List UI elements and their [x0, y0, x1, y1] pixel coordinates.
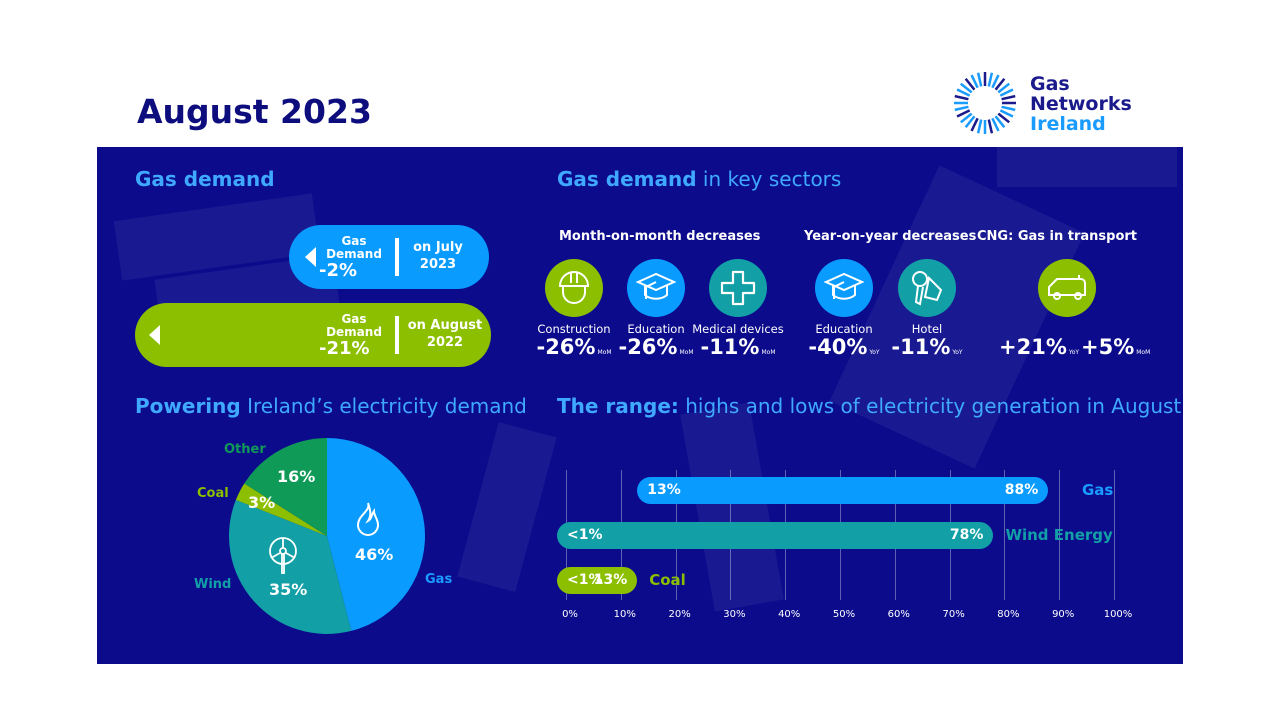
- pill-compare: on August: [407, 318, 483, 333]
- sector-cng: [1019, 259, 1115, 317]
- sectors-heading: Gas demand in key sectors: [557, 167, 842, 191]
- medical-cross-icon: [709, 259, 767, 317]
- sector-unit: MoM: [597, 349, 612, 356]
- pill-label: Gas: [341, 312, 367, 326]
- sector-unit: YoY: [952, 349, 963, 356]
- logo-text-3: Ireland: [1030, 113, 1106, 135]
- bar-series-label: Wind Energy: [1005, 526, 1113, 544]
- pie-title: Powering Ireland’s electricity demand: [135, 394, 527, 418]
- pill-compare: 2022: [426, 335, 464, 350]
- flame-icon: [356, 502, 380, 536]
- mom-group-heading: Month-on-month decreases: [559, 229, 761, 244]
- pill-compare: 2023: [419, 257, 457, 272]
- sector-medical-devices: Medical devices -11% MoM: [690, 259, 786, 364]
- gas-networks-ireland-logo: Gas Networks Ireland: [952, 70, 1142, 136]
- sector-value: -40%: [808, 335, 868, 359]
- bar-low-label: 13%: [647, 482, 681, 498]
- x-tick-label: 100%: [1103, 609, 1133, 620]
- gridline: [1004, 470, 1006, 600]
- sector-value: -11%: [891, 335, 951, 359]
- hard-hat-icon: [545, 259, 603, 317]
- pill-label: Demand: [326, 247, 382, 261]
- august-comparison-pill: Gas Demand -21% on August 2022: [135, 303, 491, 367]
- x-tick-label: 70%: [942, 609, 965, 620]
- infographic-panel: Gas demand Gas Demand -2% on July 2023 G…: [97, 147, 1183, 664]
- sector-label: Construction: [537, 322, 611, 336]
- x-tick-label: 40%: [778, 609, 801, 620]
- pie-pct-other: 16%: [277, 467, 316, 486]
- pill-value: -2%: [319, 260, 358, 281]
- x-tick-label: 60%: [887, 609, 910, 620]
- pie-label-coal: Coal: [197, 486, 229, 501]
- bar-high-label: 13%: [593, 572, 628, 588]
- pill-label: Gas: [341, 234, 367, 248]
- range-bar-gas: 13% 88%: [637, 477, 1049, 504]
- sector-label: Medical devices: [692, 322, 784, 336]
- pill-label: Demand: [326, 325, 382, 339]
- pie-slice-other: [244, 438, 327, 536]
- sector-construction: Construction -26% MoM: [526, 259, 622, 364]
- gridline: [1114, 470, 1115, 600]
- pie-label-gas: Gas: [425, 572, 453, 587]
- sector-value: -11%: [700, 335, 760, 359]
- range-chart-title: The range: highs and lows of electricity…: [557, 394, 1182, 418]
- bar-series-label: Coal: [649, 571, 686, 589]
- pie-label-other: Other: [224, 442, 266, 457]
- arrow-left-icon: [149, 325, 160, 345]
- arrow-left-icon: [305, 247, 316, 267]
- bar-low-label: <1%: [567, 527, 603, 543]
- yoy-group-heading: Year-on-year decreases: [804, 229, 977, 244]
- july-comparison-pill: Gas Demand -2% on July 2023: [289, 225, 489, 289]
- pie-pct-gas: 46%: [355, 545, 394, 564]
- x-tick-label: 30%: [723, 609, 746, 620]
- sector-unit: YoY: [869, 349, 880, 356]
- cng-group-heading: CNG: Gas in transport: [977, 229, 1138, 244]
- range-bar-coal: <1% 13%: [557, 567, 638, 594]
- x-tick-label: 50%: [832, 609, 856, 620]
- page-title: August 2023: [137, 92, 372, 131]
- x-tick-label: 0%: [562, 609, 578, 620]
- sector-label: Hotel: [911, 322, 943, 336]
- sector-label: Education: [627, 322, 685, 336]
- pie-label-wind: Wind: [194, 577, 232, 592]
- sector-education-mom: Education -26% MoM: [608, 259, 704, 364]
- sector-unit: MoM: [679, 349, 694, 356]
- bar-series-label: Gas: [1082, 481, 1114, 499]
- graduation-cap-icon: [627, 259, 685, 317]
- gas-demand-heading: Gas demand: [135, 167, 275, 191]
- van-icon: [1038, 259, 1096, 317]
- cng-mom-value: +5% MoM: [1081, 335, 1151, 359]
- sector-label: Education: [815, 322, 873, 336]
- x-tick-label: 20%: [668, 609, 691, 620]
- hotel-key-icon: [898, 259, 956, 317]
- pill-compare: on July: [413, 240, 463, 255]
- sector-value: -26%: [536, 335, 596, 359]
- sector-education-yoy: Education -40% YoY: [796, 259, 892, 364]
- gridline: [1059, 470, 1061, 600]
- graduation-cap-icon: [815, 259, 873, 317]
- electricity-pie-chart: [229, 438, 425, 634]
- bar-low-label: <1%: [567, 572, 603, 588]
- x-tick-label: 80%: [997, 609, 1020, 620]
- bar-high-label: 78%: [949, 527, 984, 543]
- pie-slice-wind: [229, 499, 352, 634]
- logo-ring-icon: [954, 72, 1016, 134]
- sector-value: -26%: [618, 335, 678, 359]
- logo-text-1: Gas: [1030, 73, 1070, 95]
- pie-slice-coal: [235, 483, 327, 536]
- pie-pct-coal: 3%: [248, 493, 276, 512]
- pie-pct-wind: 35%: [269, 580, 308, 599]
- logo-text-2: Networks: [1030, 93, 1132, 115]
- pill-value: -21%: [319, 338, 370, 359]
- wind-turbine-icon: [269, 537, 297, 574]
- bar-high-label: 88%: [1004, 482, 1039, 498]
- x-tick-label: 10%: [613, 609, 636, 620]
- cng-yoy-value: +21% YoY: [999, 335, 1080, 359]
- pie-slice-gas: [327, 438, 425, 631]
- x-tick-label: 90%: [1052, 609, 1075, 620]
- range-bar-wind-energy: <1% 78%: [557, 522, 994, 549]
- sector-unit: MoM: [761, 349, 776, 356]
- sector-hotel: Hotel -11% YoY: [879, 259, 975, 364]
